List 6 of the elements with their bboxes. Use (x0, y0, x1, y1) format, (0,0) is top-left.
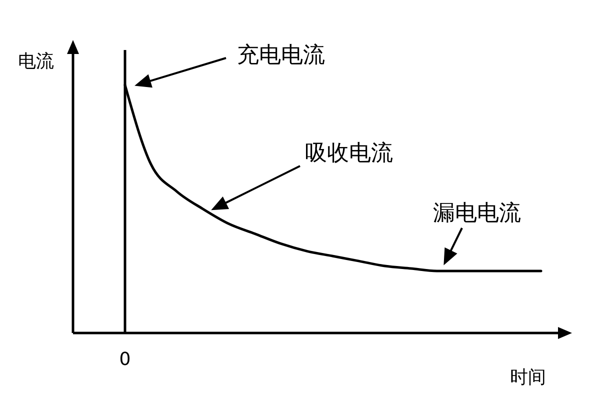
text: 0 (119, 349, 131, 370)
annotation: 吸收电流 (305, 141, 393, 166)
x-axis-title: 时间 (510, 367, 546, 388)
text: 充电电流 (237, 43, 325, 68)
annotation: 漏电电流 (433, 201, 521, 226)
y-axis-title: 电流 (18, 51, 54, 72)
